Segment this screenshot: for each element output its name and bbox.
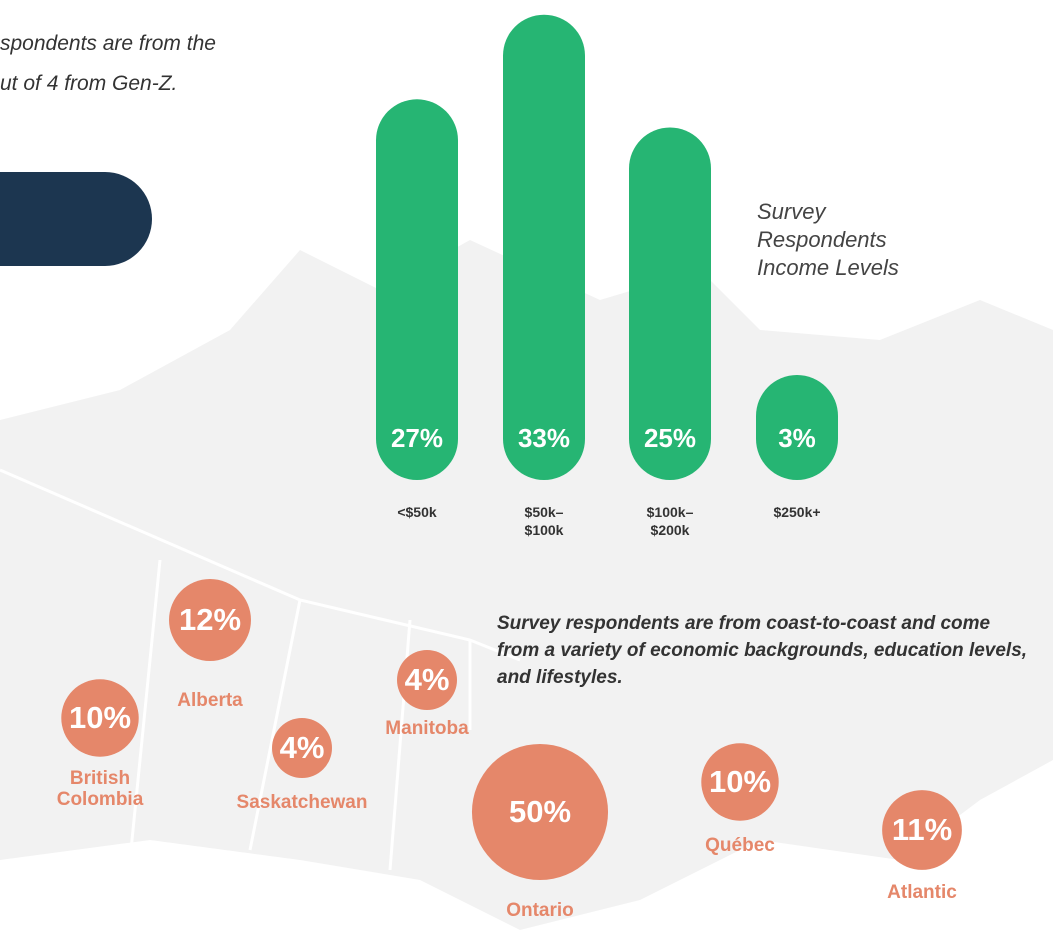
bar-category-label: $50k–$100k: [524, 504, 564, 538]
map-note: Survey respondents are from coast-to-coa…: [497, 613, 1028, 688]
region-label: British Colombia: [56, 768, 144, 810]
bar-value-label: 27%: [391, 423, 443, 453]
bubble: [701, 743, 779, 821]
region-label: Ontario: [506, 900, 574, 921]
bubble: [272, 718, 332, 778]
bubble-value-label: 10%: [709, 764, 771, 799]
region-label: Alberta: [177, 690, 243, 711]
bar-category-label: <$50k: [397, 504, 437, 520]
header-pill: [0, 172, 152, 266]
bar-category-label: $250k+: [773, 504, 821, 520]
region-label: Atlantic: [887, 882, 957, 903]
region-label: Manitoba: [385, 718, 469, 739]
bubble-value-label: 11%: [892, 812, 952, 847]
region-label: Saskatchewan: [236, 792, 368, 813]
bar-value-label: 25%: [644, 423, 696, 453]
bubble-value-label: 50%: [509, 794, 571, 829]
intro-line: ut of 4 from Gen-Z.: [0, 72, 178, 95]
bubble: [882, 790, 962, 870]
bubble: [169, 579, 251, 661]
bar-title: Survey Respondents Income Levels: [757, 199, 899, 280]
bubble: [397, 650, 457, 710]
bubble-value-label: 10%: [69, 700, 131, 735]
bar: [376, 99, 458, 481]
bubble: [61, 679, 139, 757]
bar: [629, 127, 711, 480]
bubble-value-label: 4%: [280, 730, 325, 765]
region-label: Québec: [705, 835, 775, 856]
bar-value-label: 3%: [778, 423, 816, 453]
intro-line: spondents are from the: [0, 32, 216, 55]
bar: [756, 375, 838, 480]
map-borders: [0, 468, 521, 871]
bar-category-label: $100k–$200k: [646, 504, 694, 538]
bar: [503, 14, 585, 480]
bubble-value-label: 12%: [179, 602, 241, 637]
bubble-value-label: 4%: [405, 662, 450, 697]
bar-value-label: 33%: [518, 423, 570, 453]
bubble: [471, 743, 609, 881]
